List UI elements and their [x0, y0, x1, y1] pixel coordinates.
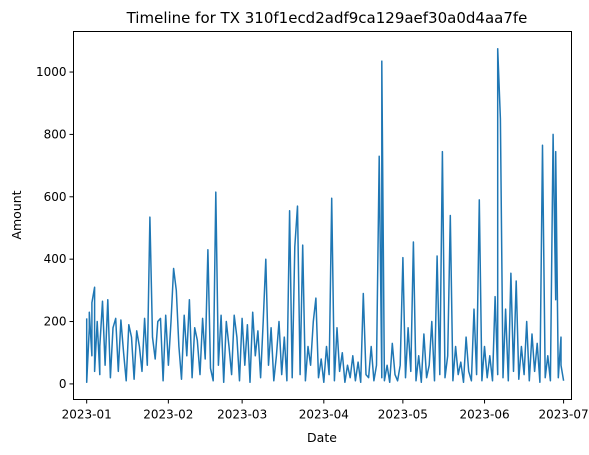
x-tick-label: 2023-04	[299, 408, 349, 422]
y-tick-label: 800	[44, 127, 67, 141]
y-axis-ticks: 0 200 400 600 800 1000	[36, 65, 74, 391]
plot-frame	[73, 31, 572, 400]
y-tick-label: 0	[59, 377, 67, 391]
chart-title: Timeline for TX 310f1ecd2adf9ca129aef30a…	[126, 9, 528, 27]
x-tick-label: 2023-03	[217, 408, 267, 422]
x-tick-label: 2023-07	[539, 408, 589, 422]
series-layer	[85, 47, 565, 384]
x-axis-label: Date	[307, 430, 337, 445]
x-tick-label: 2023-02	[143, 408, 193, 422]
x-axis-ticks: 2023-01 2023-02 2023-03 2023-04 2023-05 2023-…	[62, 399, 589, 422]
y-axis-label: Amount	[9, 190, 24, 239]
y-tick-label: 1000	[36, 65, 67, 79]
y-tick-label: 600	[44, 190, 67, 204]
series-line-0	[85, 47, 565, 384]
x-tick-label: 2023-05	[378, 408, 428, 422]
x-tick-label: 2023-01	[62, 408, 112, 422]
y-tick-label: 200	[44, 315, 67, 329]
x-tick-label: 2023-06	[459, 408, 509, 422]
y-tick-label: 400	[44, 252, 67, 266]
